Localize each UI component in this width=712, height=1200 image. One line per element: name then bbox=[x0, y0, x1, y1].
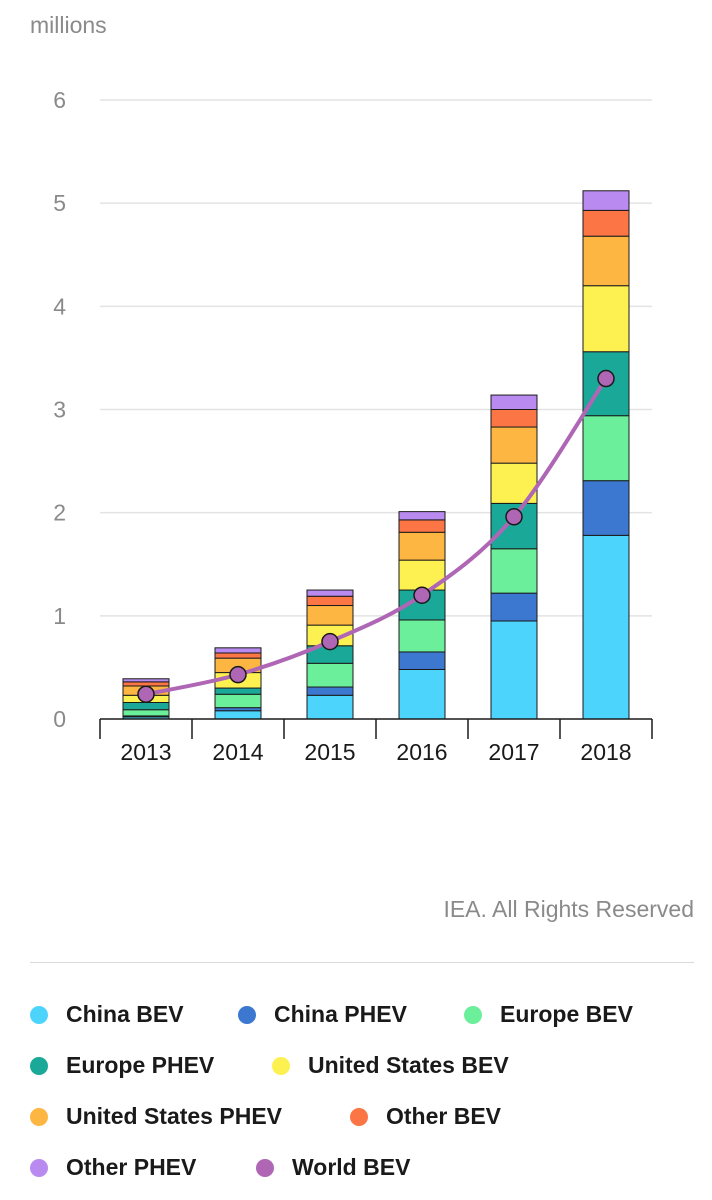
y-axis-unit-label: millions bbox=[30, 12, 107, 38]
x-tick-label-2018: 2018 bbox=[580, 739, 631, 765]
legend-label-europe-bev: Europe BEV bbox=[500, 1001, 633, 1027]
legend-swatch-united-states-phev bbox=[30, 1107, 48, 1126]
world-bev-point-2015 bbox=[321, 632, 339, 651]
bar-2017-china-phev bbox=[490, 592, 538, 622]
credit-text: IEA. All Rights Reserved bbox=[443, 896, 694, 922]
world-bev-point-2017 bbox=[505, 508, 523, 526]
legend-item-other-bev[interactable]: Other BEV bbox=[350, 1103, 501, 1130]
world-bev-point-2014 bbox=[229, 665, 247, 684]
legend-label-china-bev: China BEV bbox=[66, 1001, 184, 1027]
legend-swatch-china-phev bbox=[238, 1005, 256, 1024]
legend-swatch-china-bev bbox=[30, 1005, 48, 1024]
bar-2013-europe-bev bbox=[122, 709, 170, 717]
legend-swatch-world-bev bbox=[256, 1158, 274, 1177]
bar-2016-china-phev bbox=[398, 651, 446, 670]
bar-2015-china-phev bbox=[306, 686, 354, 696]
legend-item-europe-bev[interactable]: Europe BEV bbox=[464, 1001, 633, 1028]
bar-2018-europe-bev bbox=[582, 415, 630, 482]
bar-2015-europe-bev bbox=[306, 662, 354, 688]
bar-2015-united-states-phev bbox=[306, 605, 354, 626]
legend-swatch-other-bev bbox=[350, 1107, 368, 1126]
x-tick-label-2014: 2014 bbox=[212, 739, 263, 765]
y-tick-label-4: 4 bbox=[53, 293, 66, 319]
stock-chart: 0 1 2 3 4 5 6 2013 2014 2015 2016 2017 2018 bbox=[53, 87, 653, 765]
bar-2018-united-states-bev bbox=[582, 285, 630, 353]
legend-item-united-states-bev[interactable]: United States BEV bbox=[272, 1052, 509, 1079]
bar-2014-other-bev bbox=[214, 652, 262, 659]
bar-2015-china-bev bbox=[306, 694, 354, 720]
bar-2017-china-bev bbox=[490, 620, 538, 720]
bar-2013-europe-phev bbox=[122, 701, 170, 711]
legend-item-world-bev[interactable]: World BEV bbox=[256, 1154, 410, 1181]
bar-2016-united-states-phev bbox=[398, 531, 446, 561]
bar-2014-other-phev bbox=[214, 647, 262, 654]
legend-item-europe-phev[interactable]: Europe PHEV bbox=[30, 1052, 214, 1079]
bar-2015-other-phev bbox=[306, 589, 354, 597]
legend-swatch-other-phev bbox=[30, 1158, 48, 1177]
legend-label-united-states-phev: United States PHEV bbox=[66, 1103, 282, 1129]
world-bev-point-2016 bbox=[413, 586, 431, 604]
legend-item-other-phev[interactable]: Other PHEV bbox=[30, 1154, 196, 1181]
y-tick-label-3: 3 bbox=[53, 397, 66, 423]
legend-item-china-phev[interactable]: China PHEV bbox=[238, 1001, 407, 1028]
bar-2017-other-phev bbox=[490, 394, 538, 411]
bar-2018-other-phev bbox=[582, 190, 630, 211]
bar-2018-china-bev bbox=[582, 534, 630, 720]
y-tick-label-2: 2 bbox=[53, 500, 66, 526]
bar-2013-other-phev bbox=[122, 678, 170, 683]
bar-2018-united-states-phev bbox=[582, 235, 630, 287]
bar-2016-china-bev bbox=[398, 668, 446, 720]
legend-label-china-phev: China PHEV bbox=[274, 1001, 407, 1027]
bar-2018-other-bev bbox=[582, 209, 630, 237]
world-bev-point-2018 bbox=[597, 369, 615, 388]
x-tick-label-2017: 2017 bbox=[488, 739, 539, 765]
x-tick-label-2013: 2013 bbox=[120, 739, 171, 765]
bar-2014-europe-phev bbox=[214, 687, 262, 695]
legend-label-other-bev: Other BEV bbox=[386, 1103, 502, 1129]
y-tick-label-6: 6 bbox=[53, 87, 66, 113]
y-tick-label-5: 5 bbox=[53, 190, 66, 216]
legend-label-united-states-bev: United States BEV bbox=[308, 1052, 509, 1078]
legend-swatch-united-states-bev bbox=[272, 1056, 290, 1075]
bar-2013-other-bev bbox=[122, 681, 170, 687]
bar-2016-europe-bev bbox=[398, 619, 446, 653]
legend-item-united-states-phev[interactable]: United States PHEV bbox=[30, 1103, 282, 1130]
legend-label-world-bev: World BEV bbox=[292, 1154, 411, 1180]
bar-2016-other-bev bbox=[398, 519, 446, 533]
legend-swatch-europe-bev bbox=[464, 1005, 482, 1024]
bar-2018-china-phev bbox=[582, 480, 630, 536]
bar-2017-europe-bev bbox=[490, 548, 538, 594]
bar-2016-other-phev bbox=[398, 511, 446, 521]
x-tick-label-2016: 2016 bbox=[396, 739, 447, 765]
bar-2014-china-bev bbox=[214, 710, 262, 720]
y-tick-label-0: 0 bbox=[53, 706, 66, 732]
bar-2015-other-bev bbox=[306, 595, 354, 607]
legend-divider bbox=[30, 962, 694, 963]
legend-label-other-phev: Other PHEV bbox=[66, 1154, 197, 1180]
world-bev-point-2013 bbox=[137, 685, 155, 703]
legend-label-europe-phev: Europe PHEV bbox=[66, 1052, 215, 1078]
bar-2017-other-bev bbox=[490, 409, 538, 428]
y-tick-label-1: 1 bbox=[53, 603, 66, 629]
bar-2017-united-states-phev bbox=[490, 426, 538, 464]
legend-item-china-bev[interactable]: China BEV bbox=[30, 1001, 184, 1028]
legend-swatch-europe-phev bbox=[30, 1056, 48, 1075]
bar-2014-europe-bev bbox=[214, 693, 262, 709]
x-tick-label-2015: 2015 bbox=[304, 739, 355, 765]
